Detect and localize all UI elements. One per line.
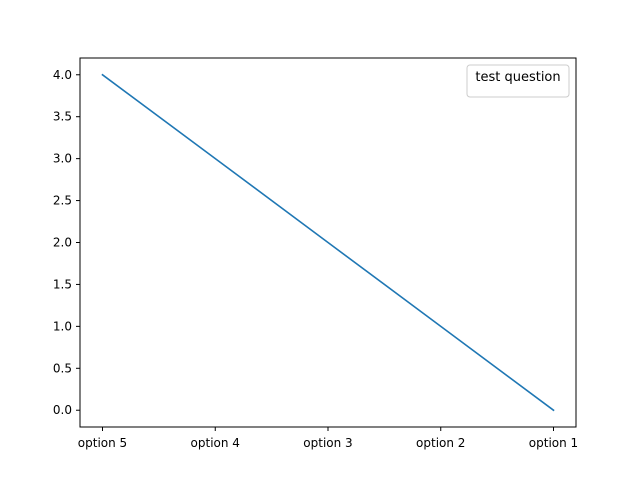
- y-tick-label: 0.5: [53, 361, 72, 375]
- y-tick-label: 3.0: [53, 152, 72, 166]
- x-axis-ticks: option 5 option 4 option 3 option 2 option 1: [78, 427, 578, 450]
- legend: test question: [466, 64, 570, 98]
- y-tick-label: 1.5: [53, 277, 72, 291]
- legend-title: test question: [475, 70, 560, 85]
- legend-box: [466, 64, 570, 98]
- plot-frame: [79, 57, 577, 428]
- y-tick-label: 3.5: [53, 110, 72, 124]
- x-tick-label: option 5: [78, 436, 127, 450]
- series-layer: [101, 73, 555, 412]
- x-tick-label: option 2: [416, 436, 465, 450]
- series-line: [101, 73, 555, 412]
- y-tick-label: 2.0: [53, 236, 72, 250]
- y-axis-ticks: 0.0 0.5 1.0 1.5 2.0 2.5 3.0 3.5 4.0: [53, 68, 80, 417]
- y-tick-label: 1.0: [53, 319, 72, 333]
- y-tick-label: 0.0: [53, 403, 72, 417]
- x-tick-label: option 4: [191, 436, 240, 450]
- y-tick-label: 2.5: [53, 194, 72, 208]
- x-tick-label: option 3: [303, 436, 352, 450]
- x-tick-label: option 1: [529, 436, 578, 450]
- y-tick-label: 4.0: [53, 68, 72, 82]
